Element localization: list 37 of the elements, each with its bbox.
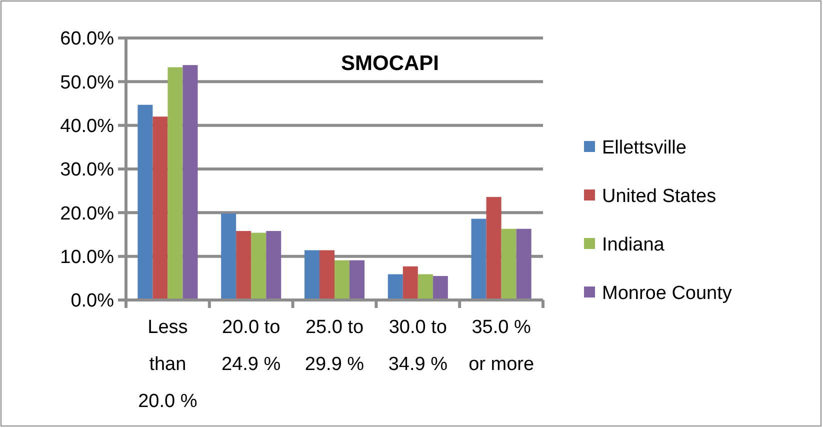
bar	[319, 250, 334, 300]
bar	[182, 65, 198, 300]
bar	[471, 218, 486, 300]
x-tick-label: Less than 20.0 %	[138, 317, 198, 412]
x-tick-label: 20.0 to 24.9 %	[222, 317, 281, 375]
bar	[388, 274, 403, 300]
bar	[251, 232, 266, 300]
x-tick-label: 35.0 % or more	[468, 317, 534, 375]
bar	[334, 260, 350, 300]
legend-label: Monroe County	[602, 283, 732, 304]
legend-label: United States	[602, 186, 716, 208]
bar	[486, 196, 502, 300]
bar	[432, 276, 448, 300]
bar	[418, 274, 433, 300]
legend-label: Ellettsville	[602, 138, 686, 159]
y-tick-label: 30.0%	[60, 160, 114, 181]
y-tick-label: 40.0%	[60, 116, 114, 137]
bar	[516, 228, 532, 300]
bar	[236, 231, 252, 300]
bar	[168, 67, 183, 300]
y-tick-label: 50.0%	[60, 72, 114, 94]
bar	[350, 260, 365, 300]
y-tick-label: 60.0%	[60, 28, 114, 50]
bar	[501, 228, 516, 300]
bar	[266, 231, 282, 300]
bar	[221, 214, 236, 300]
bar	[152, 116, 168, 300]
bar	[138, 104, 153, 300]
bar	[304, 250, 320, 300]
y-tick-label: 0.0%	[70, 290, 114, 312]
y-tick-label: 10.0%	[60, 246, 114, 268]
bar	[402, 266, 418, 300]
legend-label: Indiana	[602, 234, 665, 256]
x-tick-label: 30.0 to 34.9 %	[388, 317, 448, 375]
x-tick-label: 25.0 to 29.9 %	[304, 317, 364, 375]
y-tick-label: 20.0%	[60, 203, 114, 224]
text: SMOCAPI	[340, 52, 440, 75]
